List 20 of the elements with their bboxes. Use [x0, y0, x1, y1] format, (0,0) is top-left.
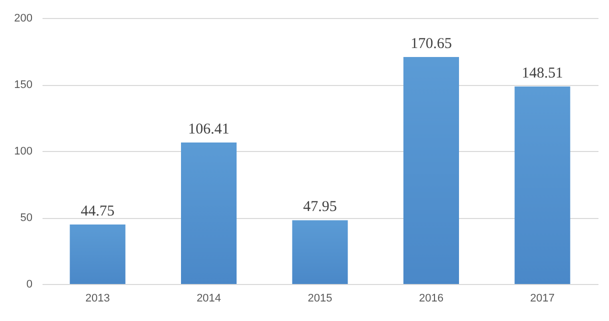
x-tick-label: 2014 [196, 292, 222, 304]
data-label: 44.75 [80, 203, 114, 220]
y-tick-label: 50 [20, 212, 32, 224]
bar [181, 142, 237, 284]
data-label: 106.41 [188, 121, 230, 138]
x-tick-label: 2016 [418, 292, 444, 304]
data-label: 47.95 [303, 199, 337, 216]
data-label: 170.65 [410, 36, 452, 52]
data-label: 148.51 [522, 65, 564, 82]
y-tick-label: 150 [14, 79, 32, 91]
bar [70, 224, 126, 284]
y-tick-label: 200 [14, 12, 32, 24]
y-tick-label: 100 [14, 146, 32, 158]
bar [292, 220, 348, 284]
x-tick-label: 2013 [85, 292, 110, 304]
bar [403, 57, 459, 284]
y-tick-label: 0 [26, 278, 32, 290]
x-tick-label: 2017 [530, 292, 555, 304]
bar [514, 86, 570, 284]
x-tick-label: 2015 [308, 292, 332, 304]
